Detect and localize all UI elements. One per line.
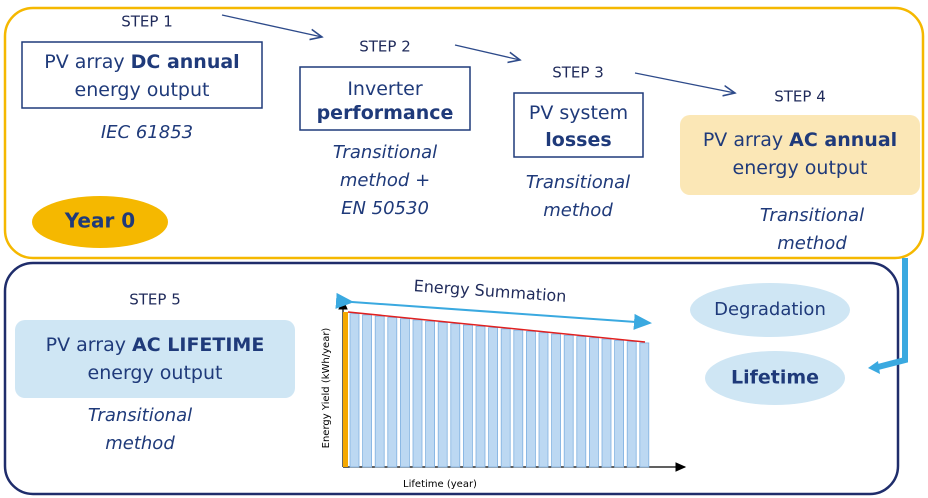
yield-bar — [399, 318, 410, 468]
yield-bar — [362, 314, 373, 468]
step-box — [680, 115, 920, 195]
yield-bar — [614, 339, 624, 468]
factor-text: Lifetime — [731, 367, 819, 389]
chart-title: Energy Summation — [413, 276, 567, 306]
year-badge-text: Year 0 — [64, 209, 135, 233]
yield-bar — [387, 317, 398, 468]
box-text: energy output — [88, 362, 223, 384]
yield-bar — [589, 337, 599, 468]
flow-arrow-head — [868, 361, 880, 374]
yield-bar — [626, 341, 637, 468]
yield-bar — [601, 338, 612, 468]
lifetime-panel — [3, 261, 900, 496]
box-text: energy output — [75, 79, 210, 101]
box-line: energy output — [75, 79, 210, 101]
illustration-chart: Energy Summation Energy Yield (kWh/year)… — [321, 276, 687, 490]
yield-bar — [500, 328, 511, 468]
step-box — [21, 41, 263, 109]
factor — [690, 283, 850, 337]
box-text: energy output — [733, 157, 868, 179]
method-text: method — [543, 200, 613, 221]
box-text: performance — [317, 102, 454, 124]
arrow — [454, 44, 520, 60]
box-line: losses — [545, 129, 611, 151]
box-line: performance — [317, 102, 454, 124]
step-label: STEP 4 — [774, 88, 826, 106]
yield-bar — [639, 342, 650, 468]
arrow — [221, 14, 322, 37]
method-text: Transitional — [760, 205, 864, 226]
method-text: method — [105, 433, 175, 454]
box-line: energy output — [733, 157, 868, 179]
yield-bar — [450, 323, 461, 468]
factor-text: Degradation — [714, 299, 826, 320]
method-text: Transitional — [526, 172, 630, 193]
box-line: PV array AC LIFETIME — [46, 334, 265, 356]
box-line: PV array AC annual — [703, 129, 897, 151]
yield-bar — [526, 331, 536, 468]
method-text: EN 50530 — [341, 198, 429, 219]
box-line: PV system — [529, 102, 628, 124]
box-text: losses — [545, 129, 611, 151]
method-text: IEC 61853 — [101, 122, 193, 143]
summation-arrow — [335, 292, 652, 330]
box-line: energy output — [88, 362, 223, 384]
step-label: STEP 3 — [552, 64, 604, 82]
yield-bar — [576, 336, 587, 468]
box-text: PV array — [44, 51, 124, 73]
yield-bar — [488, 327, 499, 468]
method-text: Transitional — [333, 142, 437, 163]
box-line: PV array DC annual — [44, 51, 239, 73]
yield-bar — [437, 322, 448, 468]
box-text: PV array — [703, 129, 783, 151]
flow-arrow — [877, 258, 908, 370]
x-axis-label: Lifetime (year) — [403, 479, 477, 490]
yield-bar — [475, 325, 486, 468]
step-box — [299, 66, 471, 131]
box-text: PV array — [46, 334, 126, 356]
step-label: STEP 1 — [121, 13, 173, 31]
method-text: method + — [340, 170, 430, 191]
step-box — [513, 92, 644, 158]
method-text: Transitional — [88, 405, 192, 426]
yield-bar — [563, 334, 574, 468]
method-text: method — [777, 233, 847, 254]
box-text: PV system — [529, 102, 628, 124]
yield-bar — [551, 333, 561, 468]
step-label: STEP 2 — [359, 38, 411, 56]
yield-bar — [462, 324, 473, 468]
first-year-bar — [343, 312, 348, 467]
yield-bar — [513, 329, 524, 468]
year0-panel — [3, 6, 925, 260]
arrow — [634, 72, 735, 93]
box-text: Inverter — [347, 78, 423, 100]
step-label: STEP 5 — [129, 291, 181, 309]
box-text: AC LIFETIME — [132, 334, 264, 356]
box-text: DC annual — [131, 51, 240, 73]
year-badge — [32, 196, 168, 248]
y-axis-label: Energy Yield (kWh/year) — [321, 328, 332, 449]
factor — [705, 351, 845, 405]
step-box — [15, 320, 295, 398]
box-text: AC annual — [789, 129, 897, 151]
yield-bar — [425, 320, 436, 468]
box-line: Inverter — [347, 78, 423, 100]
yield-bar — [412, 319, 423, 468]
yield-bar — [374, 315, 385, 468]
yield-bar — [349, 313, 360, 468]
yield-bar — [538, 332, 549, 468]
